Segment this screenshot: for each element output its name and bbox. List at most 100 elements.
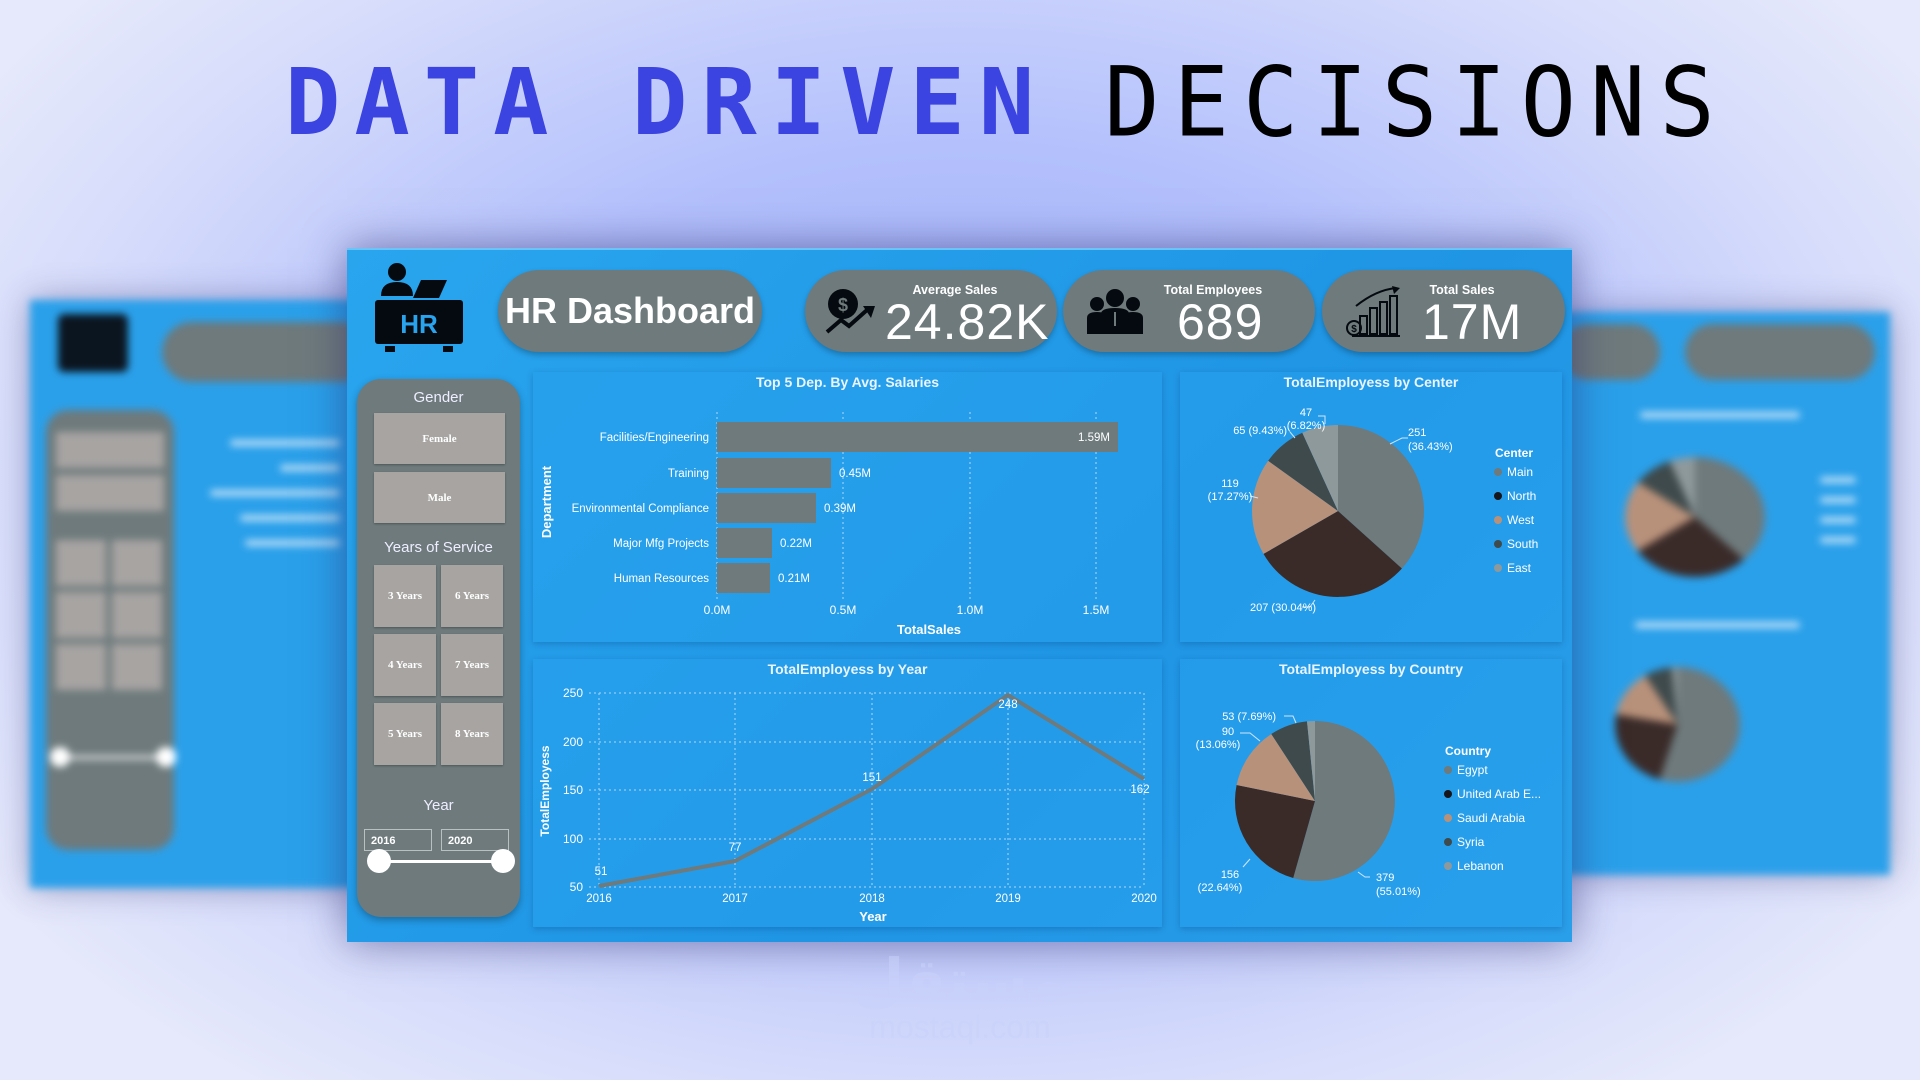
- dollar-growth-icon: $: [825, 289, 875, 334]
- yos-option-5[interactable]: 5 Years: [374, 703, 436, 765]
- year-to-input[interactable]: 2020: [441, 829, 509, 851]
- x-tick: 0.0M: [704, 603, 731, 617]
- yos-option-4[interactable]: 4 Years: [374, 634, 436, 696]
- svg-text:(6.82%): (6.82%): [1287, 420, 1326, 432]
- kpi-average-sales: $ Average Sales 24.82K: [805, 270, 1057, 352]
- y-axis-label: TotalEmployess: [538, 745, 552, 836]
- bar-category: Human Resources: [614, 573, 709, 585]
- svg-text:77: 77: [729, 842, 742, 854]
- y-tick: 100: [563, 832, 583, 846]
- watermark-arabic: مستقل: [853, 946, 1067, 1014]
- kpi-label: Total Employees: [1163, 283, 1263, 297]
- gender-option-female[interactable]: Female: [374, 413, 505, 464]
- employees-by-year-line-chart: TotalEmployess by Year 51 77 151 248: [533, 659, 1162, 927]
- yos-option-6[interactable]: 6 Years: [441, 565, 503, 627]
- svg-text:119: 119: [1221, 478, 1239, 490]
- pie-chart-plot: 53 (7.69%) 90 (13.06%) 156 (22.64%) 379 …: [1196, 711, 1541, 898]
- hr-dashboard: HR HR Dashboard $ Average Sales 24.82K T…: [347, 248, 1572, 942]
- year-slider-end-handle[interactable]: [491, 849, 515, 873]
- svg-text:47: 47: [1300, 407, 1312, 419]
- bar-chart-plot: Facilities/Engineering Training Environm…: [539, 412, 1118, 637]
- headline-part2: DECISIONS: [1104, 46, 1729, 159]
- logo-text: HR: [400, 309, 438, 339]
- legend-item[interactable]: Lebanon: [1457, 859, 1504, 873]
- year-from-input[interactable]: 2016: [364, 829, 432, 851]
- bar-category: Environmental Compliance: [572, 503, 709, 515]
- headline-part1: DATA DRIVEN: [285, 49, 1049, 156]
- year-slider-track[interactable]: [379, 860, 501, 863]
- chart-title: TotalEmployess by Center: [1283, 374, 1459, 390]
- legend-item[interactable]: Syria: [1457, 835, 1485, 849]
- legend-item[interactable]: East: [1507, 561, 1532, 575]
- kpi-value: 17M: [1422, 294, 1523, 350]
- legend-title: Country: [1445, 744, 1491, 758]
- kpi-value: 689: [1177, 294, 1264, 350]
- year-slicer-title: Year: [423, 797, 454, 814]
- chart-title: TotalEmployess by Country: [1278, 661, 1464, 677]
- svg-text:248: 248: [998, 699, 1017, 711]
- background-dashboard-right: [1560, 312, 1890, 875]
- svg-text:90: 90: [1222, 726, 1234, 738]
- gender-slicer-title: Gender: [413, 389, 464, 406]
- filter-panel: Gender Female Male Years of Service 3 Ye…: [357, 379, 520, 917]
- bar-value-label: 0.45M: [839, 468, 871, 480]
- legend-item[interactable]: South: [1507, 537, 1538, 551]
- legend-item[interactable]: Egypt: [1457, 763, 1488, 777]
- chart-title: TotalEmployess by Year: [767, 661, 928, 677]
- years-of-service-title: Years of Service: [384, 539, 493, 556]
- bar-category: Major Mfg Projects: [613, 538, 709, 550]
- bar-value-label: 0.21M: [778, 573, 810, 585]
- gender-option-male[interactable]: Male: [374, 472, 505, 523]
- legend-title: Center: [1495, 446, 1533, 460]
- svg-text:251: 251: [1408, 427, 1426, 439]
- x-axis-label: Year: [859, 909, 886, 924]
- employees-by-country-pie: TotalEmployess by Country 53 (7.69%) 90 …: [1180, 659, 1562, 927]
- legend-item[interactable]: North: [1507, 489, 1536, 503]
- x-tick: 2016: [586, 893, 612, 905]
- y-tick: 50: [570, 880, 584, 894]
- x-tick: 2019: [995, 893, 1021, 905]
- bar-category: Training: [668, 468, 709, 480]
- bar-value-label: 0.39M: [824, 503, 856, 515]
- bar-growth-icon: $: [1346, 286, 1400, 337]
- chart-title: Top 5 Dep. By Avg. Salaries: [755, 374, 940, 390]
- hr-desk-logo-icon: HR: [375, 263, 463, 352]
- yos-option-3[interactable]: 3 Years: [374, 565, 436, 627]
- top-departments-bar-chart: Top 5 Dep. By Avg. Salaries Facilities/E…: [533, 372, 1162, 642]
- watermark-latin: mostaql.com: [869, 1009, 1051, 1045]
- people-icon: [1087, 289, 1143, 334]
- dashboard-title: HR Dashboard: [504, 290, 756, 331]
- background-dashboard-left: [30, 300, 372, 888]
- kpi-total-sales: $ Total Sales 17M: [1322, 270, 1565, 352]
- dashboard-title-pill: HR Dashboard: [498, 270, 762, 352]
- legend-item[interactable]: Saudi Arabia: [1457, 811, 1525, 825]
- employees-by-center-pie: TotalEmployess by Center 251 (36.43%) 47: [1180, 372, 1562, 642]
- svg-text:379: 379: [1376, 872, 1394, 884]
- legend-item[interactable]: West: [1507, 513, 1535, 527]
- bar-value-label: 0.22M: [780, 538, 812, 550]
- x-tick: 1.0M: [957, 603, 984, 617]
- yos-option-8[interactable]: 8 Years: [441, 703, 503, 765]
- x-tick: 2017: [722, 893, 748, 905]
- y-tick: 150: [563, 783, 583, 797]
- svg-text:207 (30.04%): 207 (30.04%): [1250, 602, 1316, 614]
- kpi-label: Total Sales: [1429, 283, 1495, 297]
- svg-text:(36.43%): (36.43%): [1408, 441, 1453, 453]
- bar-category: Facilities/Engineering: [600, 432, 709, 444]
- yos-option-7[interactable]: 7 Years: [441, 634, 503, 696]
- legend-item[interactable]: Main: [1507, 465, 1533, 479]
- x-axis-label: TotalSales: [897, 622, 961, 637]
- y-tick: 250: [563, 686, 583, 700]
- bar-value-label: 1.59M: [1078, 432, 1110, 444]
- x-tick: 2020: [1131, 893, 1157, 905]
- x-tick: 2018: [859, 893, 885, 905]
- svg-text:$: $: [1351, 324, 1357, 335]
- kpi-label: Average Sales: [912, 283, 998, 297]
- pie-chart-plot: 251 (36.43%) 47 (6.82%) 65 (9.43%) 119 (…: [1208, 407, 1539, 614]
- headline: DATA DRIVEN DECISIONS: [285, 46, 1729, 159]
- kpi-value: 24.82K: [885, 294, 1050, 350]
- year-slider-start-handle[interactable]: [367, 849, 391, 873]
- y-axis-label: Department: [539, 465, 554, 538]
- x-tick: 0.5M: [830, 603, 857, 617]
- legend-item[interactable]: United Arab E...: [1457, 787, 1541, 801]
